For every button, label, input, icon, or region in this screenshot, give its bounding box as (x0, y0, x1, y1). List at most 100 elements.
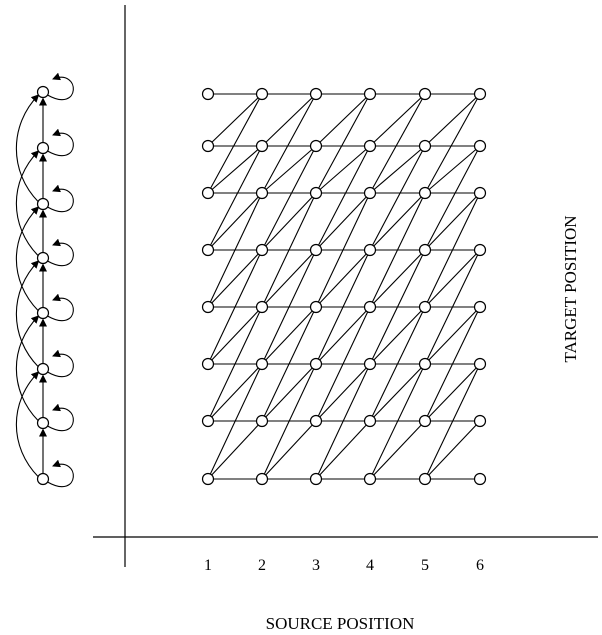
lattice-node (418, 357, 432, 371)
lattice-edge-diagonal (261, 249, 317, 308)
chain-state-node (36, 472, 50, 486)
lattice-edge-skip (424, 145, 481, 251)
chain-self-loop (47, 403, 74, 432)
lattice-node (418, 87, 432, 101)
chain-arrow-skip (15, 150, 40, 257)
chain-arrow-skip (15, 206, 40, 312)
chain-arrow-skip (15, 371, 40, 478)
lattice-edge-diagonal (424, 420, 481, 480)
lattice-edge-diagonal (315, 249, 371, 308)
lattice-node (255, 357, 269, 371)
lattice-node (473, 357, 487, 371)
lattice-edge-diagonal (424, 93, 481, 147)
y-axis-label: TARGET POSITION (561, 215, 580, 362)
lattice-edge-skip (369, 249, 426, 365)
lattice-edge-diagonal (261, 306, 317, 365)
lattice-edge-diagonal (315, 93, 371, 147)
lattice-edge-diagonal (424, 145, 481, 194)
lattice-edge-diagonal (424, 306, 481, 365)
lattice-edge-skip (207, 249, 263, 365)
lattice-node (418, 472, 432, 486)
lattice-edge-skip (424, 192, 481, 308)
chain-state-node (36, 362, 50, 376)
x-tick-label: 4 (366, 557, 374, 574)
lattice-node (201, 87, 215, 101)
chain-state-node (36, 141, 50, 155)
chain-self-loop (47, 72, 74, 101)
x-tick-label: 6 (476, 557, 484, 574)
lattice-edge-skip (369, 306, 426, 422)
lattice-edge-skip (424, 249, 481, 365)
lattice-edge-diagonal (207, 249, 263, 308)
lattice-edge-diagonal (369, 93, 426, 147)
lattice-edge-skip (261, 145, 317, 251)
chain-self-loop (47, 128, 74, 157)
lattice-node (255, 139, 269, 153)
chain-state-node (36, 85, 50, 99)
lattice-node (201, 300, 215, 314)
lattice-node (255, 472, 269, 486)
chain-state-node (36, 197, 50, 211)
lattice-node (309, 186, 323, 200)
lattice-edges (207, 93, 481, 480)
lattice-edge-diagonal (424, 363, 481, 422)
lattice-node (201, 243, 215, 257)
lattice-edge-diagonal (369, 145, 426, 194)
chain-arrow-skip (15, 94, 40, 203)
chain-arrow-skip (15, 260, 40, 368)
lattice-node (418, 300, 432, 314)
lattice-edge-diagonal (369, 363, 426, 422)
lattice-node (363, 414, 377, 428)
lattice-node (309, 414, 323, 428)
lattice-node (201, 186, 215, 200)
lattice-edge-skip (207, 93, 263, 194)
lattice-edge-skip (369, 192, 426, 308)
lattice-node (255, 300, 269, 314)
chain-self-loop (47, 349, 74, 378)
lattice-edge-diagonal (369, 306, 426, 365)
lattice-edge-skip (207, 192, 263, 308)
lattice-node (363, 300, 377, 314)
lattice-node (473, 87, 487, 101)
lattice-node (201, 357, 215, 371)
lattice-node (201, 414, 215, 428)
lattice-node (255, 87, 269, 101)
lattice-edge-skip (424, 306, 481, 422)
lattice-edge-diagonal (261, 93, 317, 147)
chain-state-node (36, 416, 50, 430)
state-chain (15, 72, 74, 488)
lattice-node (418, 414, 432, 428)
lattice-edge-skip (315, 249, 371, 365)
chain-state-node (36, 306, 50, 320)
lattice-edge-skip (424, 93, 481, 194)
lattice-edge-skip (261, 192, 317, 308)
lattice-edge-diagonal (315, 192, 371, 251)
x-tick-label: 5 (421, 557, 429, 574)
lattice-node (255, 414, 269, 428)
lattice-node (363, 243, 377, 257)
lattice-node (418, 243, 432, 257)
lattice-edge-diagonal (207, 93, 263, 147)
chain-self-loop (47, 238, 74, 267)
lattice-edge-skip (261, 93, 317, 194)
lattice-edge-diagonal (261, 363, 317, 422)
lattice-node (309, 139, 323, 153)
lattice-edge-diagonal (315, 363, 371, 422)
lattice-edge-diagonal (369, 420, 426, 480)
lattice-edge-skip (207, 145, 263, 251)
lattice-node (473, 414, 487, 428)
lattice-node (363, 472, 377, 486)
lattice-node (473, 243, 487, 257)
lattice-edge-diagonal (315, 420, 371, 480)
chain-self-loop (47, 184, 74, 213)
lattice-edge-diagonal (207, 363, 263, 422)
x-tick-label: 3 (312, 557, 320, 574)
chain-state-node (36, 251, 50, 265)
lattice-node (473, 472, 487, 486)
lattice-edge-diagonal (424, 192, 481, 251)
lattice-edge-skip (261, 363, 317, 480)
lattice-edge-diagonal (261, 192, 317, 251)
lattice-edge-skip (424, 363, 481, 480)
lattice-node (363, 139, 377, 153)
lattice-edge-diagonal (207, 420, 263, 480)
